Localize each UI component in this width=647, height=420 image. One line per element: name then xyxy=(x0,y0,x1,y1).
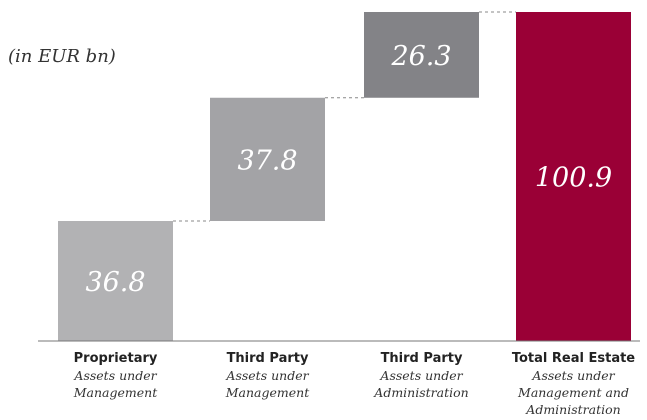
category-subtitle-4-2: Management and xyxy=(517,385,629,400)
bar-value-label-2: 37.8 xyxy=(237,145,297,176)
bar-3 xyxy=(364,12,479,98)
bar-value-label-4: 100.9 xyxy=(535,163,612,194)
category-subtitle-4-3: Administration xyxy=(525,402,620,417)
category-subtitle-2-1: Assets under xyxy=(225,368,309,383)
category-subtitle-3-1: Assets under xyxy=(379,368,463,383)
category-subtitle-2-2: Management xyxy=(225,385,310,400)
bar-4 xyxy=(516,12,631,341)
category-subtitle-1-1: Assets under xyxy=(73,368,157,383)
value-labels-group: 36.8 37.8 26.3 100.9 xyxy=(85,41,612,298)
category-title-1: Proprietary xyxy=(74,351,158,366)
category-subtitle-4-1: Assets under xyxy=(531,368,615,383)
bar-value-label-1: 36.8 xyxy=(85,267,145,298)
category-title-2: Third Party xyxy=(227,351,309,366)
category-labels-group: Proprietary Assets under Management Third P… xyxy=(73,351,636,417)
unit-label: (in EUR bn) xyxy=(8,46,116,67)
bars-group xyxy=(58,12,631,341)
bar-1 xyxy=(58,221,173,341)
bar-2 xyxy=(210,97,325,222)
category-title-4: Total Real Estate xyxy=(512,351,635,366)
bar-value-label-3: 26.3 xyxy=(390,41,451,72)
category-title-3: Third Party xyxy=(381,351,463,366)
category-subtitle-3-2: Administration xyxy=(373,385,468,400)
category-subtitle-1-2: Management xyxy=(73,385,158,400)
connectors-group xyxy=(173,11,516,222)
